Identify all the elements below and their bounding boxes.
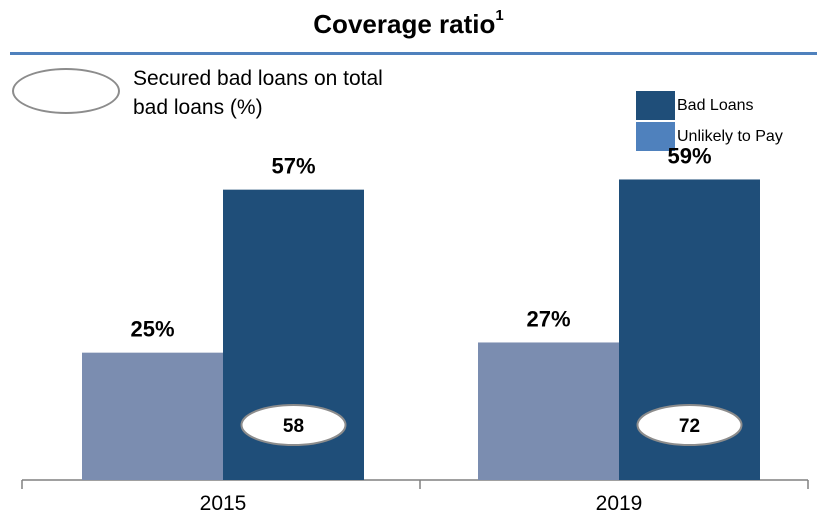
bar-2015-unlikely-to-pay bbox=[82, 352, 223, 480]
secured-value-2019: 72 bbox=[679, 416, 700, 437]
legend-item-unlikely-to-pay: Unlikely to Pay bbox=[636, 122, 783, 151]
legend-label-unlikely-to-pay: Unlikely to Pay bbox=[677, 127, 783, 145]
oval-legend-caption: Secured bad loans on total bad loans (%) bbox=[133, 64, 493, 122]
data-label-2019-bad-loans: 59% bbox=[667, 143, 711, 168]
oval-caption-line-1: Secured bad loans on total bbox=[133, 67, 383, 90]
chart-title-text: Coverage ratio bbox=[313, 9, 496, 39]
legend-swatch-bad-loans bbox=[636, 91, 675, 120]
legend-swatch-unlikely-to-pay bbox=[636, 122, 675, 151]
data-label-2019-unlikely-to-pay: 27% bbox=[526, 306, 570, 331]
legend-item-bad-loans: Bad Loans bbox=[636, 91, 754, 120]
secured-oval-2019 bbox=[636, 404, 743, 446]
x-tick-label-2019: 2019 bbox=[596, 492, 643, 515]
secured-oval-2015 bbox=[240, 404, 347, 446]
data-label-2015-bad-loans: 57% bbox=[271, 154, 315, 179]
oval-caption-line-2: bad loans (%) bbox=[133, 96, 263, 119]
secured-oval-legend-icon bbox=[12, 68, 120, 114]
bar-2019-unlikely-to-pay bbox=[478, 342, 619, 480]
title-footnote-marker: 1 bbox=[495, 7, 504, 25]
title-divider bbox=[10, 52, 817, 55]
chart-title: Coverage ratio1 bbox=[0, 7, 817, 40]
secured-value-2015: 58 bbox=[283, 416, 304, 437]
legend-label-bad-loans: Bad Loans bbox=[677, 96, 754, 114]
x-tick-label-2015: 2015 bbox=[200, 492, 247, 515]
data-label-2015-unlikely-to-pay: 25% bbox=[130, 317, 174, 342]
